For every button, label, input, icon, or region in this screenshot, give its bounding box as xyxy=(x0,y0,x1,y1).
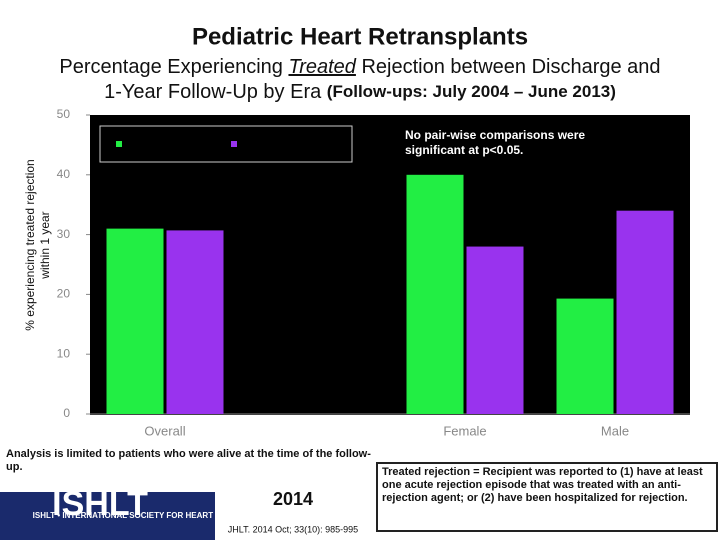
chart-title: Pediatric Heart Retransplants xyxy=(192,23,528,50)
citation: JHLT. 2014 Oct; 33(10): 985-995 xyxy=(228,524,358,534)
year: 2014 xyxy=(273,489,313,509)
logo: ISHLT xyxy=(52,485,148,523)
logo-caption: ISHLT • INTERNATIONAL SOCIETY FOR HEART … xyxy=(33,511,338,520)
year-box xyxy=(215,492,370,540)
x-tick-label: Female xyxy=(443,423,486,438)
bar xyxy=(616,210,674,414)
subtitle-part: Rejection between Discharge and xyxy=(356,56,661,78)
subtitle: Percentage Experiencing Treated Rejectio… xyxy=(59,56,660,78)
bar xyxy=(466,246,524,414)
bar xyxy=(556,298,614,414)
bar xyxy=(406,174,464,414)
bar xyxy=(166,230,224,414)
x-tick-label: Overall xyxy=(144,423,185,438)
subtitle-part: (Follow-ups: July 2004 – June 2013) xyxy=(327,82,616,101)
subtitle-part: Treated xyxy=(288,56,356,78)
legend-box xyxy=(99,125,353,163)
annotation: No pair-wise comparisons were significan… xyxy=(405,128,586,157)
y-tick-label: 50 xyxy=(57,107,71,121)
left-note: Analysis is limited to patients who were… xyxy=(6,448,371,473)
y-tick-label: 30 xyxy=(57,227,71,241)
y-tick-label: 10 xyxy=(57,346,71,360)
legend-marker xyxy=(116,141,122,147)
logo-band xyxy=(0,492,215,540)
subtitle: 1-Year Follow-Up by Era (Follow-ups: Jul… xyxy=(104,81,616,103)
y-tick-label: 40 xyxy=(57,167,71,181)
bar xyxy=(106,228,164,414)
right-note: Treated rejection = Recipient was report… xyxy=(376,462,718,532)
x-tick-label: Male xyxy=(601,423,629,438)
legend-marker xyxy=(231,141,237,147)
y-tick-label: 0 xyxy=(63,406,70,420)
y-axis-label: within 1 year xyxy=(38,211,52,279)
subtitle-part: 1-Year Follow-Up by Era xyxy=(104,81,327,103)
y-axis-label: % experiencing treated rejection xyxy=(23,159,37,330)
annotation-box: No pair-wise comparisons were significan… xyxy=(405,128,586,157)
y-tick-label: 20 xyxy=(57,287,71,301)
subtitle-part: Percentage Experiencing xyxy=(59,56,288,78)
